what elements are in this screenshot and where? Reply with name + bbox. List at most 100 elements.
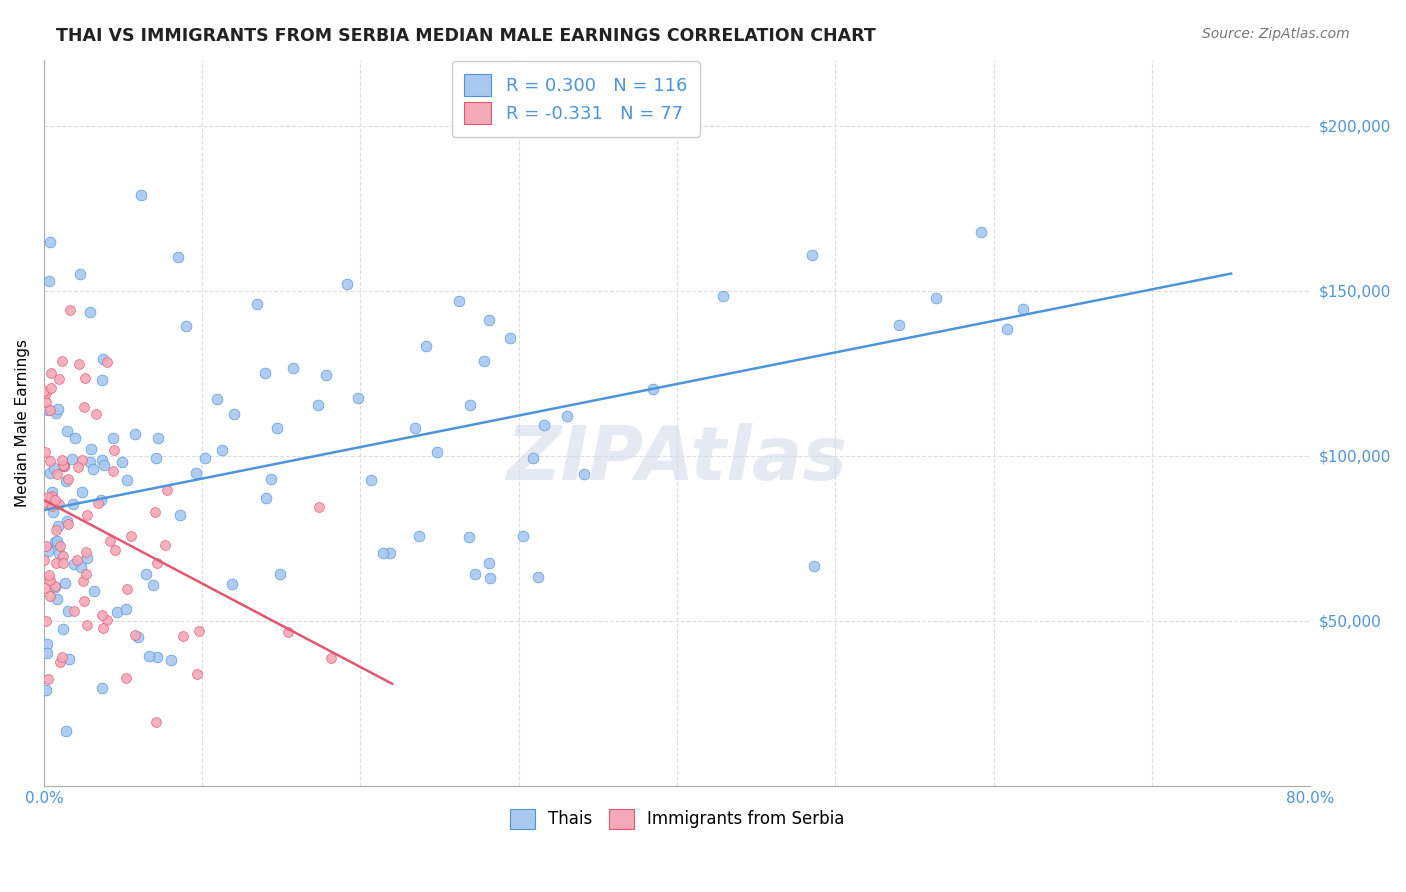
Point [44,535,66,549]
Point [464,567,486,582]
Point [39,453,62,467]
Point [283,360,305,375]
Point [408,529,430,543]
Point [266,420,288,434]
Point [41,484,63,499]
Point [52,459,75,474]
Point [38,466,60,480]
Point [48,546,70,560]
Point [65,553,87,567]
Point [114,602,136,616]
Point [35,614,58,628]
Point [37,402,59,417]
Point [512,529,534,543]
Point [35,683,58,698]
Point [34,445,56,459]
Point [447,294,470,309]
Point [90,373,112,387]
Point [117,582,139,596]
Point [93,458,115,472]
Point [555,409,578,424]
Point [38,274,60,288]
Point [45,523,67,537]
Point [58,652,80,666]
Point [970,225,993,239]
Point [221,577,243,591]
Point [800,248,823,262]
Point [72,484,94,499]
Point [41,489,63,503]
Point [35,386,58,401]
Point [76,551,98,566]
Point [522,450,544,465]
Point [38,574,60,588]
Point [101,464,124,478]
Point [207,392,229,407]
Point [371,546,394,560]
Point [48,497,70,511]
Legend: Thais, Immigrants from Serbia: Thais, Immigrants from Serbia [503,802,851,836]
Point [38,589,60,603]
Point [167,250,190,264]
Point [101,431,124,445]
Point [37,544,59,558]
Point [45,537,67,551]
Point [803,558,825,573]
Point [62,557,84,571]
Point [45,557,67,571]
Point [426,445,449,459]
Point [49,655,72,669]
Point [91,622,114,636]
Point [48,372,70,386]
Text: Source: ZipAtlas.com: Source: ZipAtlas.com [1202,27,1350,41]
Point [211,442,233,457]
Point [360,474,382,488]
Point [39,366,62,380]
Point [76,508,98,522]
Point [35,637,58,651]
Point [90,493,112,508]
Point [56,604,79,618]
Point [224,407,246,421]
Point [35,394,58,409]
Point [51,650,73,665]
Point [44,493,66,508]
Point [32,384,55,399]
Point [103,442,125,457]
Point [260,472,283,486]
Point [51,354,73,368]
Point [641,382,664,396]
Point [194,450,217,465]
Point [415,339,437,353]
Point [527,570,550,584]
Point [37,672,59,686]
Point [73,400,96,414]
Point [533,418,555,433]
Y-axis label: Median Male Earnings: Median Male Earnings [15,339,30,507]
Point [246,296,269,310]
Point [69,267,91,281]
Point [72,574,94,588]
Point [574,467,596,481]
Point [478,557,501,571]
Text: ZIPAtlas: ZIPAtlas [506,423,848,495]
Point [169,508,191,523]
Point [45,534,67,549]
Point [60,452,83,467]
Point [38,402,60,417]
Point [138,649,160,664]
Point [315,368,337,383]
Point [69,560,91,574]
Point [42,461,65,475]
Point [84,407,107,421]
Point [44,579,66,593]
Point [70,453,93,467]
Point [52,458,75,472]
Point [96,613,118,627]
Point [308,500,330,515]
Point [34,497,56,511]
Point [55,474,77,488]
Point [75,370,97,384]
Point [52,549,75,564]
Point [35,646,58,660]
